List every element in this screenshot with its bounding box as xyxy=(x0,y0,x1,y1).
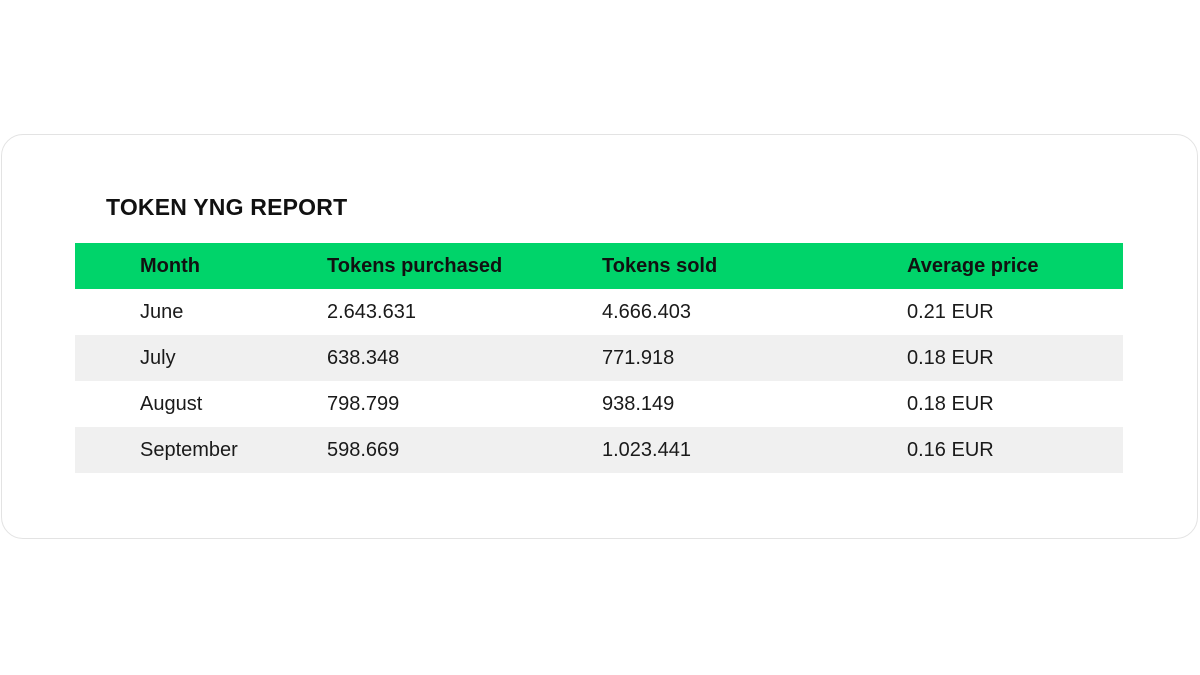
table-row: September 598.669 1.023.441 0.16 EUR xyxy=(75,427,1123,473)
cell-tokens-purchased: 598.669 xyxy=(327,439,400,461)
column-header-tokens-sold: Tokens sold xyxy=(602,255,718,277)
table-body: June 2.643.631 4.666.403 0.21 EUR July 6… xyxy=(75,289,1123,473)
cell-tokens-purchased: 798.799 xyxy=(327,393,400,415)
cell-average-price: 0.18 EUR xyxy=(907,393,994,415)
table-row: August 798.799 938.149 0.18 EUR xyxy=(75,381,1123,427)
table-header: Month Tokens purchased Tokens sold Avera… xyxy=(75,243,1123,289)
column-header-tokens-purchased: Tokens purchased xyxy=(327,255,503,277)
report-title: TOKEN YNG REPORT xyxy=(106,194,348,220)
cell-average-price: 0.21 EUR xyxy=(907,301,994,323)
cell-tokens-purchased: 638.348 xyxy=(327,347,400,369)
cell-month: August xyxy=(140,393,203,415)
table-row: June 2.643.631 4.666.403 0.21 EUR xyxy=(75,289,1123,335)
cell-average-price: 0.18 EUR xyxy=(907,347,994,369)
cell-month: July xyxy=(140,347,176,369)
cell-tokens-purchased: 2.643.631 xyxy=(327,301,416,323)
cell-tokens-sold: 771.918 xyxy=(602,347,675,369)
column-header-average-price: Average price xyxy=(907,255,1039,277)
report-card: TOKEN YNG REPORT Month Tokens purchased … xyxy=(1,134,1198,539)
cell-month: June xyxy=(140,301,184,323)
header-row: Month Tokens purchased Tokens sold Avera… xyxy=(75,243,1123,289)
column-header-month: Month xyxy=(140,255,200,277)
cell-tokens-sold: 1.023.441 xyxy=(602,439,691,461)
report-table: Month Tokens purchased Tokens sold Avera… xyxy=(75,243,1123,473)
cell-month: September xyxy=(140,439,238,461)
cell-tokens-sold: 4.666.403 xyxy=(602,301,691,323)
cell-tokens-sold: 938.149 xyxy=(602,393,675,415)
cell-average-price: 0.16 EUR xyxy=(907,439,994,461)
table-row: July 638.348 771.918 0.18 EUR xyxy=(75,335,1123,381)
